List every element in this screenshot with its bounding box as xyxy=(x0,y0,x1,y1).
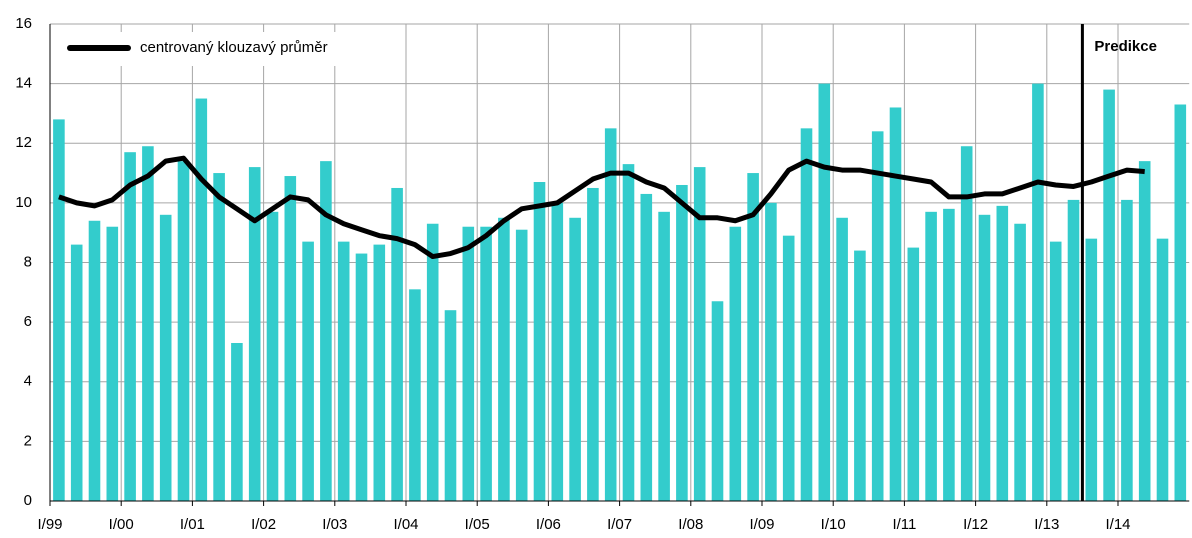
bar xyxy=(1121,199,1133,502)
bar xyxy=(142,146,154,501)
x-tick-label: I/00 xyxy=(109,516,134,533)
bar xyxy=(248,167,261,501)
bar xyxy=(1067,199,1080,502)
bar xyxy=(53,119,65,502)
bar xyxy=(1138,161,1151,501)
bar xyxy=(1014,223,1026,501)
bar xyxy=(1103,89,1115,502)
bar xyxy=(355,253,368,501)
bar xyxy=(498,217,510,501)
bar xyxy=(444,310,457,501)
bar xyxy=(960,146,973,501)
bar xyxy=(622,164,635,501)
bar xyxy=(159,214,172,502)
bar xyxy=(925,211,937,501)
moving-average-line xyxy=(58,155,1145,260)
x-tick-label: I/10 xyxy=(821,516,846,533)
bar xyxy=(284,176,297,501)
bar xyxy=(231,342,243,501)
bar xyxy=(711,301,724,501)
bar xyxy=(480,226,492,501)
x-tick-label: I/05 xyxy=(465,516,490,533)
bar xyxy=(337,241,350,501)
bar xyxy=(302,241,314,501)
bar xyxy=(1049,241,1062,501)
bar xyxy=(515,229,528,502)
bar xyxy=(854,250,866,501)
bar xyxy=(604,128,617,501)
bar xyxy=(320,161,332,501)
y-tick-label: 14 xyxy=(15,75,32,92)
bar xyxy=(569,217,581,501)
bar xyxy=(765,202,777,501)
bar xyxy=(391,187,403,501)
y-tick-label: 10 xyxy=(15,194,32,211)
bar xyxy=(729,226,742,501)
x-tick-label: I/02 xyxy=(251,516,276,533)
bar xyxy=(676,184,688,502)
x-tick-label: I/01 xyxy=(180,516,205,533)
y-tick-label: 6 xyxy=(24,313,32,330)
bar xyxy=(836,217,848,501)
bar xyxy=(996,205,1009,501)
bar xyxy=(1085,238,1098,501)
bar xyxy=(373,244,386,502)
bar xyxy=(943,208,955,501)
x-tick-label: I/99 xyxy=(37,516,62,533)
x-tick-label: I/12 xyxy=(963,516,988,533)
bar xyxy=(587,187,599,501)
bar xyxy=(889,107,902,501)
x-tick-label: I/13 xyxy=(1034,516,1059,533)
y-tick-label: 4 xyxy=(24,373,32,390)
bar xyxy=(1032,83,1044,501)
x-tick-label: I/03 xyxy=(322,516,347,533)
legend-label: centrovaný klouzavý průměr xyxy=(140,39,328,56)
bar xyxy=(266,211,279,501)
bar xyxy=(800,128,813,501)
x-tick-label: I/06 xyxy=(536,516,561,533)
bar xyxy=(195,98,208,501)
y-tick-label: 0 xyxy=(24,492,32,509)
bar xyxy=(640,193,653,501)
prediction-label: Predikce xyxy=(1094,38,1157,55)
x-tick-label: I/14 xyxy=(1105,516,1130,533)
bar xyxy=(782,235,795,501)
x-tick-label: I/11 xyxy=(892,516,916,533)
bar xyxy=(426,223,439,501)
bar xyxy=(658,211,670,501)
bar xyxy=(693,167,706,501)
bar xyxy=(1156,238,1169,501)
bar xyxy=(462,226,475,501)
bar xyxy=(70,244,83,502)
bar xyxy=(818,83,831,501)
bar xyxy=(533,182,546,501)
bar xyxy=(551,202,564,501)
bar xyxy=(1174,104,1187,502)
x-tick-label: I/07 xyxy=(607,516,632,533)
y-tick-label: 2 xyxy=(24,432,32,449)
bar xyxy=(907,247,920,501)
bar xyxy=(88,220,101,501)
bar xyxy=(871,131,884,501)
bar xyxy=(177,161,190,501)
bar xyxy=(747,173,759,501)
bar xyxy=(124,152,136,501)
bar xyxy=(409,289,421,501)
x-tick-label: I/08 xyxy=(678,516,703,533)
x-tick-label: I/04 xyxy=(393,516,418,533)
y-tick-label: 12 xyxy=(15,134,32,151)
x-tick-label: I/09 xyxy=(749,516,774,533)
bar xyxy=(978,214,991,502)
bar xyxy=(213,173,225,501)
y-tick-label: 8 xyxy=(24,253,32,270)
y-tick-label: 16 xyxy=(15,15,32,32)
bar xyxy=(106,226,119,501)
